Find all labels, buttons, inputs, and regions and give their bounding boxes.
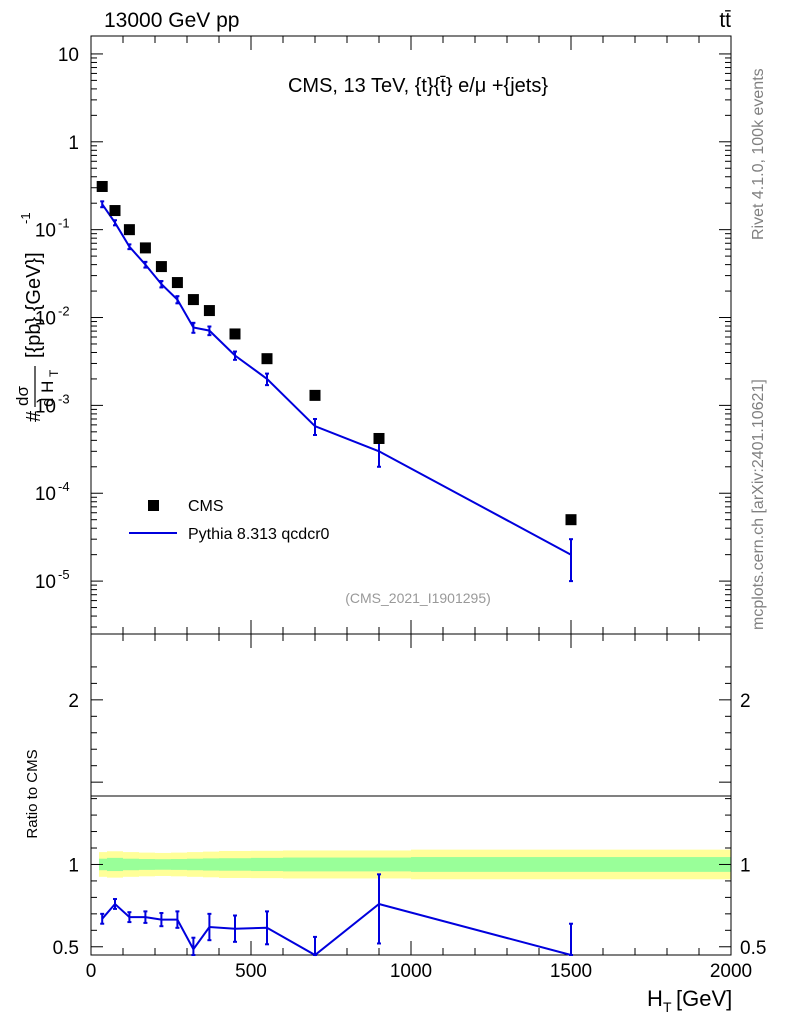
main-x-ticks — [90, 36, 732, 634]
beam-label: 13000 GeV pp — [104, 9, 239, 32]
band-inner — [219, 858, 251, 871]
y-tick-exponent: -3 — [58, 391, 70, 406]
cms-data-series — [96, 180, 577, 526]
ratio-y-tick-label-right: 1 — [740, 855, 751, 876]
svg-text:[GeV]: [GeV] — [676, 986, 732, 1011]
pythia-line — [101, 203, 572, 556]
process-label: tt̄ — [719, 9, 731, 32]
y-tick-label: 10 — [35, 221, 56, 242]
main-y-axis-label: # dσ d H T [{pb} {GeV}] -1 — [13, 212, 61, 422]
x-axis: 0 500 1000 1500 2000 — [86, 634, 752, 982]
svg-text:d H: d H — [38, 381, 57, 407]
svg-text:#: # — [23, 410, 45, 422]
legend: CMS Pythia 8.313 qcdcr0 — [129, 498, 330, 543]
x-tick-label: 500 — [235, 961, 267, 982]
band-inner — [107, 857, 123, 872]
cms-data-point — [203, 305, 215, 317]
y-tick-label: 10 — [35, 309, 56, 330]
x-tick-label: 1000 — [390, 961, 432, 982]
band-inner — [203, 858, 219, 871]
cms-data-point — [229, 328, 241, 340]
band-inner — [123, 858, 139, 871]
y-tick-label: 10 — [35, 484, 56, 505]
band-inner — [347, 857, 411, 872]
cms-data-point — [155, 261, 167, 273]
cms-data-point — [261, 353, 273, 365]
cms-data-point — [171, 277, 183, 289]
y-tick-exponent: -4 — [58, 479, 70, 494]
svg-text:T: T — [663, 999, 672, 1015]
ratio-y-tick-label-right: 0.5 — [740, 938, 766, 959]
band-inner — [155, 859, 171, 870]
band-inner — [283, 857, 347, 872]
y-tick-label: 10 — [35, 396, 56, 417]
mc-series-main — [100, 200, 573, 583]
band-inner — [139, 859, 155, 870]
ratio-y-axis: 0.5 0.5 1 1 2 2 — [53, 666, 766, 959]
x-tick-label: 2000 — [710, 961, 752, 982]
ratio-y-tick-label: 2 — [68, 691, 79, 712]
legend-cms-label: CMS — [188, 498, 224, 515]
y-tick-label: 10 — [58, 45, 79, 66]
x-tick-label: 0 — [86, 961, 97, 982]
ratio-frame — [90, 633, 732, 956]
y-tick-exponent: -1 — [58, 216, 70, 231]
y-tick-exponent: -5 — [58, 567, 70, 582]
cms-data-point — [373, 432, 385, 444]
svg-text:T: T — [47, 369, 61, 377]
band-inner — [187, 858, 203, 871]
cms-data-point — [139, 242, 151, 254]
band-inner — [411, 857, 731, 872]
uncertainty-bands — [99, 849, 731, 880]
rivet-version-label: Rivet 4.1.0, 100k events — [750, 68, 767, 240]
y-label-exponent: -1 — [18, 212, 33, 224]
svg-text:H: H — [647, 986, 663, 1011]
source-label: mcplots.cern.ch [arXiv:2401.10621] — [750, 379, 767, 630]
y-tick-label: 10 — [35, 572, 56, 593]
legend-cms-marker — [148, 500, 159, 511]
band-inner — [171, 859, 187, 870]
y-tick-label: 1 — [68, 133, 79, 154]
ratio-y-axis-label: Ratio to CMS — [24, 749, 41, 838]
cms-data-point — [96, 180, 108, 192]
cms-data-point — [123, 224, 135, 236]
y-label-numerator: dσ — [13, 386, 32, 406]
cms-data-point — [109, 205, 121, 217]
y-tick-exponent: -2 — [58, 304, 70, 319]
ratio-y-tick-label: 1 — [68, 855, 79, 876]
cms-data-point — [187, 294, 199, 306]
x-axis-label: H T [GeV] — [647, 986, 732, 1015]
ratio-y-tick-label: 0.5 — [53, 938, 79, 959]
pythia-ratio-line — [101, 902, 572, 957]
reference-label: (CMS_2021_I1901295) — [345, 590, 491, 606]
mc-series-ratio — [100, 873, 573, 957]
ratio-panel: 0.5 0.5 1 1 2 2 0 500 1000 1500 2000 Ratio to CMS… — [24, 633, 766, 1015]
chart-title: CMS, 13 TeV, {t}{t̄} e/μ +{jets} — [288, 75, 548, 97]
band-inner — [251, 857, 283, 872]
cms-data-point — [565, 514, 577, 526]
cms-data-point — [309, 389, 321, 401]
ratio-y-tick-label-right: 2 — [740, 691, 751, 712]
y-label-units: [{pb} {GeV}] — [23, 252, 45, 358]
legend-pythia-label: Pythia 8.313 qcdcr0 — [188, 526, 330, 543]
x-tick-label: 1500 — [550, 961, 592, 982]
main-frame — [90, 35, 732, 635]
